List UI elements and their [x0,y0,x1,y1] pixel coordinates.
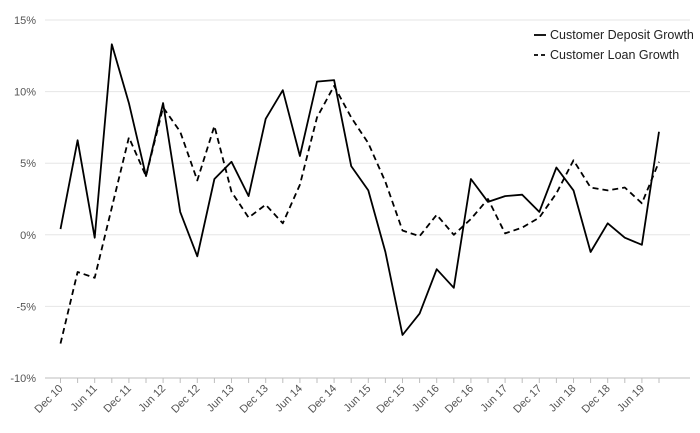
x-tick-label: Jun 14 [273,383,305,415]
x-tick-label: Jun 19 [615,383,647,415]
legend-label: Customer Loan Growth [550,48,679,62]
legend: Customer Deposit Growth Customer Loan Gro… [534,28,694,62]
x-tick-label: Dec 13 [238,383,271,416]
y-tick-label: 0% [20,230,36,242]
x-tick-label: Dec 12 [169,383,202,416]
x-tick-label: Dec 17 [511,383,544,416]
y-tick-label: -5% [16,301,36,313]
y-tick-label: -10% [10,373,36,385]
y-tick-label: 10% [14,87,36,99]
x-tick-label: Jun 17 [478,383,510,415]
x-tick-label: Jun 18 [547,383,579,415]
y-tick-label: 5% [20,158,36,170]
x-tick-label: Jun 16 [410,383,442,415]
x-tick-label: Dec 14 [306,383,339,416]
legend-label: Customer Deposit Growth [550,28,694,42]
y-tick-label: 15% [14,15,36,27]
x-tick-label: Jun 11 [69,383,100,414]
x-tick-label: Jun 12 [136,383,168,415]
y-axis: 15% 10% 5% 0% -5% -10% [10,15,36,385]
x-tick-label: Dec 15 [374,383,407,416]
series-line-2 [59,85,660,344]
x-tick-label: Dec 11 [101,383,134,416]
x-axis: Dec 10 Jun 11 Dec 11 Jun 12 Dec 12 Jun 13 Dec … [32,378,660,416]
x-tick-label: Dec 18 [580,383,613,416]
x-tick-label: Jun 13 [205,383,237,415]
x-tick-label: Dec 16 [443,383,476,416]
x-tick-label: Jun 15 [342,383,374,415]
x-tick-label: Dec 10 [32,383,65,416]
gridlines [45,19,690,379]
series-line-1 [59,43,660,336]
series-lines [59,43,660,344]
